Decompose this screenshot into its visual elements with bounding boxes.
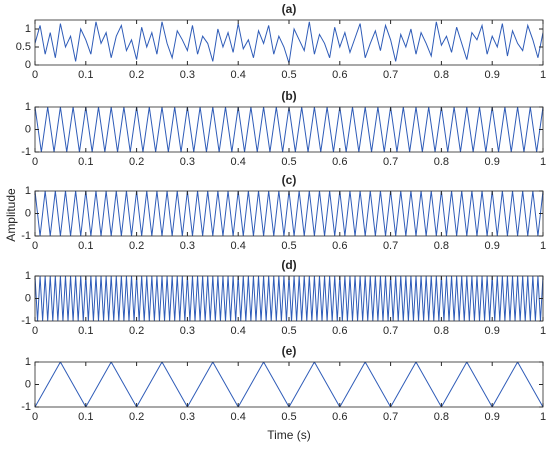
x-tick-label: 0.6 [332,69,347,81]
y-tick-label: 0.5 [16,41,31,53]
x-tick-label: 0.2 [129,156,144,168]
x-tick-label: 0.4 [231,156,246,168]
subplot-title: (d) [281,258,296,272]
signal-line [35,107,543,152]
x-tick-label: 0.4 [231,411,246,423]
x-tick-label: 0.8 [434,325,449,337]
x-tick-label: 0.7 [383,240,398,252]
x-tick-label: 0.5 [281,156,296,168]
x-tick-label: 0.1 [78,69,93,81]
axes-box [34,275,544,322]
x-tick-label: 0.1 [78,240,93,252]
x-tick-label: 0.8 [434,240,449,252]
subplot-title: (b) [281,89,296,103]
x-tick-label: 0.4 [231,69,246,81]
x-tick-label: 0.8 [434,156,449,168]
y-tick-label: 0 [25,378,31,390]
x-tick-label: 0.3 [180,411,195,423]
x-tick-label: 0.9 [485,240,500,252]
x-tick-label: 0.7 [383,325,398,337]
x-tick-label: 0.5 [281,325,296,337]
x-tick-label: 0.3 [180,69,195,81]
axes-box [34,106,544,153]
x-tick-label: 1 [540,156,546,168]
x-tick-label: 0.2 [129,411,144,423]
x-tick-label: 0.2 [129,240,144,252]
y-tick-label: 0 [25,123,31,135]
x-tick-label: 1 [540,240,546,252]
x-tick-label: 0.6 [332,411,347,423]
x-tick-label: 0.1 [78,156,93,168]
x-tick-label: 0.6 [332,156,347,168]
x-tick-label: 1 [540,69,546,81]
y-tick-label: -1 [21,401,31,413]
y-tick-label: 0 [25,59,31,71]
x-tick-label: 0 [32,240,38,252]
plot-background [35,191,543,236]
x-tick-label: 0.2 [129,325,144,337]
x-tick-label: 0.5 [281,240,296,252]
plot-background [35,362,543,407]
y-tick-label: 1 [25,101,31,113]
axes-box [34,19,544,66]
subplot-title: (c) [282,173,297,187]
x-tick-label: 0 [32,325,38,337]
signal-line [35,276,543,321]
x-tick-label: 0.1 [78,325,93,337]
x-tick-label: 0 [32,156,38,168]
x-tick-label: 0.3 [180,240,195,252]
y-tick-label: -1 [21,315,31,327]
x-tick-label: 0 [32,411,38,423]
signal-line [35,191,543,236]
x-tick-label: 0.3 [180,156,195,168]
x-tick-label: 0.3 [180,325,195,337]
x-tick-label: 0.9 [485,325,500,337]
subplot-title: (e) [282,344,297,358]
y-tick-label: 1 [25,270,31,282]
x-tick-label: 0.6 [332,325,347,337]
signal-line [35,362,543,407]
y-tick-label: 1 [25,356,31,368]
x-tick-label: 0.8 [434,411,449,423]
y-tick-label: 1 [25,23,31,35]
x-tick-label: 0.2 [129,69,144,81]
axes-box [34,361,544,408]
y-tick-label: 1 [25,185,31,197]
y-tick-label: -1 [21,146,31,158]
plot-background [35,107,543,152]
y-tick-label: -1 [21,230,31,242]
x-tick-label: 0.9 [485,156,500,168]
subplot-title: (a) [282,2,297,16]
x-tick-label: 0.4 [231,325,246,337]
x-tick-label: 1 [540,325,546,337]
x-tick-label: 0.5 [281,411,296,423]
x-tick-label: 0.9 [485,411,500,423]
x-axis-label: Time (s) [267,428,311,442]
x-tick-label: 0.4 [231,240,246,252]
x-tick-label: 0.1 [78,411,93,423]
plot-background [35,20,543,65]
y-axis-label: Amplitude [4,188,18,242]
x-tick-label: 1 [540,411,546,423]
y-tick-label: 0 [25,292,31,304]
x-tick-label: 0.7 [383,411,398,423]
x-tick-label: 0.8 [434,69,449,81]
x-tick-label: 0.5 [281,69,296,81]
x-tick-label: 0.7 [383,69,398,81]
x-tick-label: 0.6 [332,240,347,252]
x-tick-label: 0.7 [383,156,398,168]
x-tick-label: 0 [32,69,38,81]
axes-box [34,190,544,237]
x-tick-label: 0.9 [485,69,500,81]
y-tick-label: 0 [25,207,31,219]
